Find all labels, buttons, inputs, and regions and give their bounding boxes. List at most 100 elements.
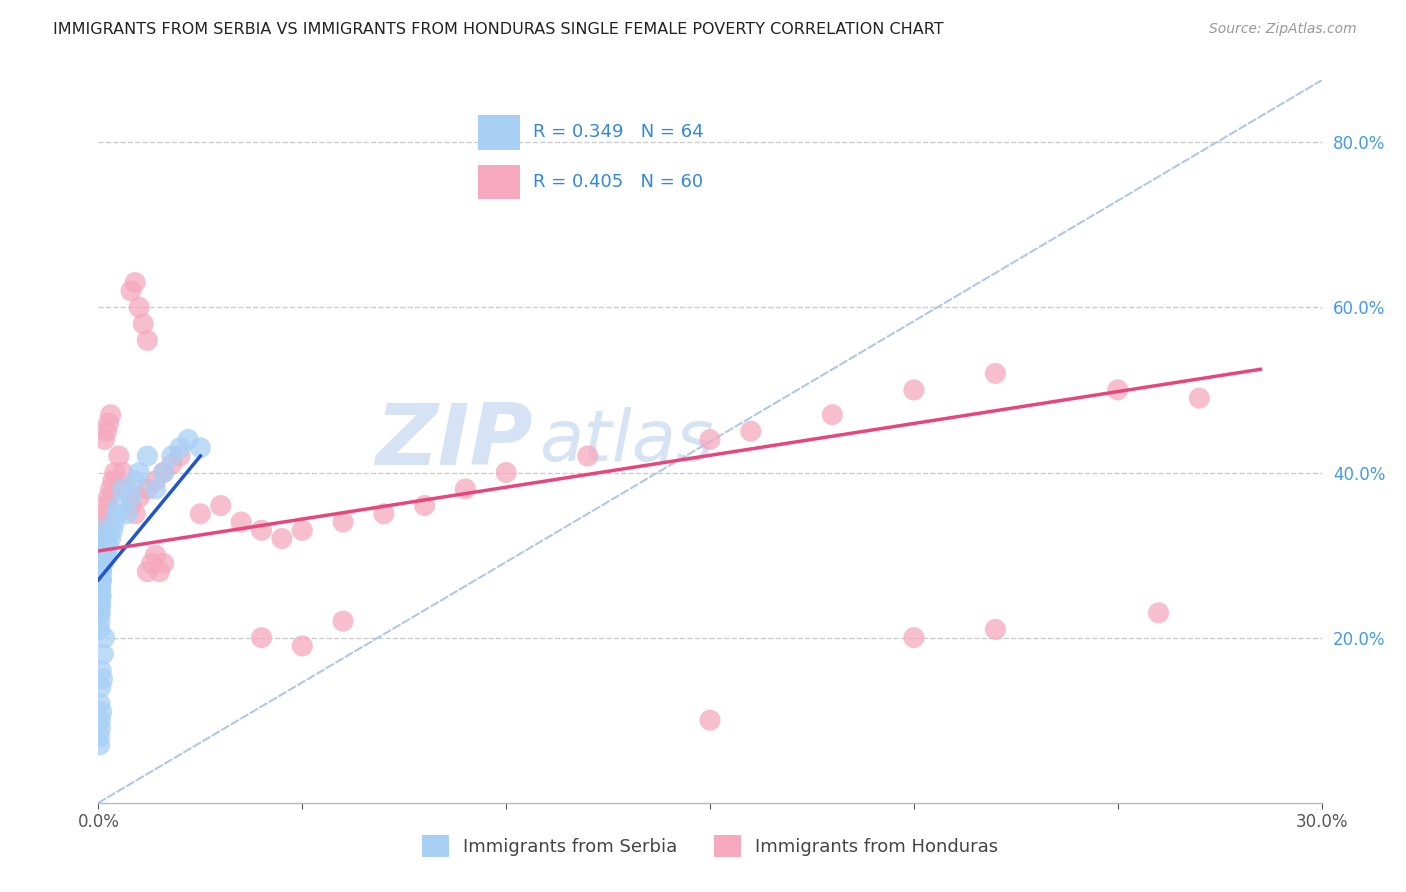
Point [576, 449, 599, 463]
Point [97, 416, 120, 430]
Point [1107, 383, 1129, 397]
Point [821, 408, 844, 422]
Point [90, 705, 112, 719]
Point [332, 515, 354, 529]
Point [152, 557, 174, 571]
Point [149, 565, 172, 579]
Point [136, 482, 159, 496]
Point [90, 557, 112, 571]
Point [89, 590, 111, 604]
Point [124, 507, 146, 521]
Point [145, 474, 167, 488]
Point [89, 606, 111, 620]
Point [1188, 391, 1211, 405]
Point [93, 548, 115, 562]
Point [93, 433, 115, 447]
Point [89, 730, 111, 744]
Point [90, 532, 112, 546]
Point [984, 367, 1007, 381]
Point [100, 408, 122, 422]
Point [89, 697, 111, 711]
Text: IMMIGRANTS FROM SERBIA VS IMMIGRANTS FROM HONDURAS SINGLE FEMALE POVERTY CORRELA: IMMIGRANTS FROM SERBIA VS IMMIGRANTS FRO… [53, 22, 943, 37]
Point [120, 490, 142, 504]
Point [90, 664, 112, 678]
Point [141, 557, 163, 571]
Point [90, 573, 112, 587]
Point [145, 548, 167, 562]
Point [152, 466, 174, 480]
Point [104, 515, 127, 529]
Point [90, 573, 112, 587]
Point [291, 639, 314, 653]
Point [495, 466, 517, 480]
Point [89, 738, 111, 752]
Text: ZIP: ZIP [375, 400, 533, 483]
Point [90, 581, 112, 595]
Point [101, 474, 124, 488]
Point [90, 565, 112, 579]
Point [160, 449, 183, 463]
Point [231, 515, 253, 529]
Point [90, 598, 112, 612]
Point [177, 433, 200, 447]
Point [89, 557, 111, 571]
Point [89, 581, 111, 595]
Point [93, 515, 115, 529]
Point [90, 565, 112, 579]
Point [111, 466, 134, 480]
Point [108, 499, 131, 513]
Point [903, 383, 925, 397]
Point [132, 317, 155, 331]
Point [91, 647, 114, 661]
Point [136, 565, 159, 579]
Point [89, 524, 111, 538]
Point [89, 614, 111, 628]
Point [250, 524, 273, 538]
Point [128, 490, 150, 504]
Point [124, 276, 146, 290]
Point [93, 631, 115, 645]
Point [160, 457, 183, 471]
Point [111, 482, 134, 496]
Point [209, 499, 232, 513]
Point [115, 482, 138, 496]
Point [169, 449, 191, 463]
Point [136, 334, 159, 348]
Point [332, 614, 354, 628]
Point [413, 499, 436, 513]
Point [145, 482, 167, 496]
Point [90, 680, 112, 694]
Point [115, 507, 138, 521]
Point [984, 623, 1007, 637]
Point [373, 507, 395, 521]
Point [188, 507, 212, 521]
Point [124, 474, 146, 488]
Point [89, 598, 111, 612]
Point [90, 540, 112, 554]
Point [89, 548, 111, 562]
Point [105, 507, 128, 521]
Point [89, 713, 111, 727]
Point [100, 482, 122, 496]
Text: atlas: atlas [538, 407, 713, 476]
Point [1147, 606, 1170, 620]
Point [89, 540, 111, 554]
Point [188, 441, 212, 455]
Point [104, 466, 127, 480]
Point [903, 631, 925, 645]
Point [91, 672, 114, 686]
Point [89, 598, 111, 612]
Point [100, 532, 122, 546]
Point [96, 499, 118, 513]
Point [108, 449, 131, 463]
Point [250, 631, 273, 645]
Point [89, 573, 111, 587]
Point [96, 548, 118, 562]
Text: Source: ZipAtlas.com: Source: ZipAtlas.com [1209, 22, 1357, 37]
Point [101, 524, 124, 538]
Point [89, 581, 111, 595]
Point [128, 301, 150, 315]
Point [120, 499, 142, 513]
Point [152, 466, 174, 480]
Point [96, 424, 118, 438]
